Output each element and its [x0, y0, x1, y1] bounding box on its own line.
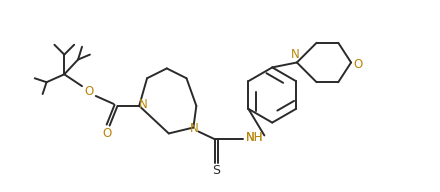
Text: S: S — [212, 164, 220, 177]
Text: N: N — [190, 122, 199, 135]
Text: N: N — [139, 98, 147, 111]
Text: NH: NH — [246, 131, 263, 144]
Text: NH: NH — [246, 131, 263, 144]
Text: N: N — [290, 48, 299, 61]
Text: O: O — [84, 84, 94, 98]
Text: O: O — [102, 127, 111, 140]
Text: O: O — [353, 58, 363, 71]
